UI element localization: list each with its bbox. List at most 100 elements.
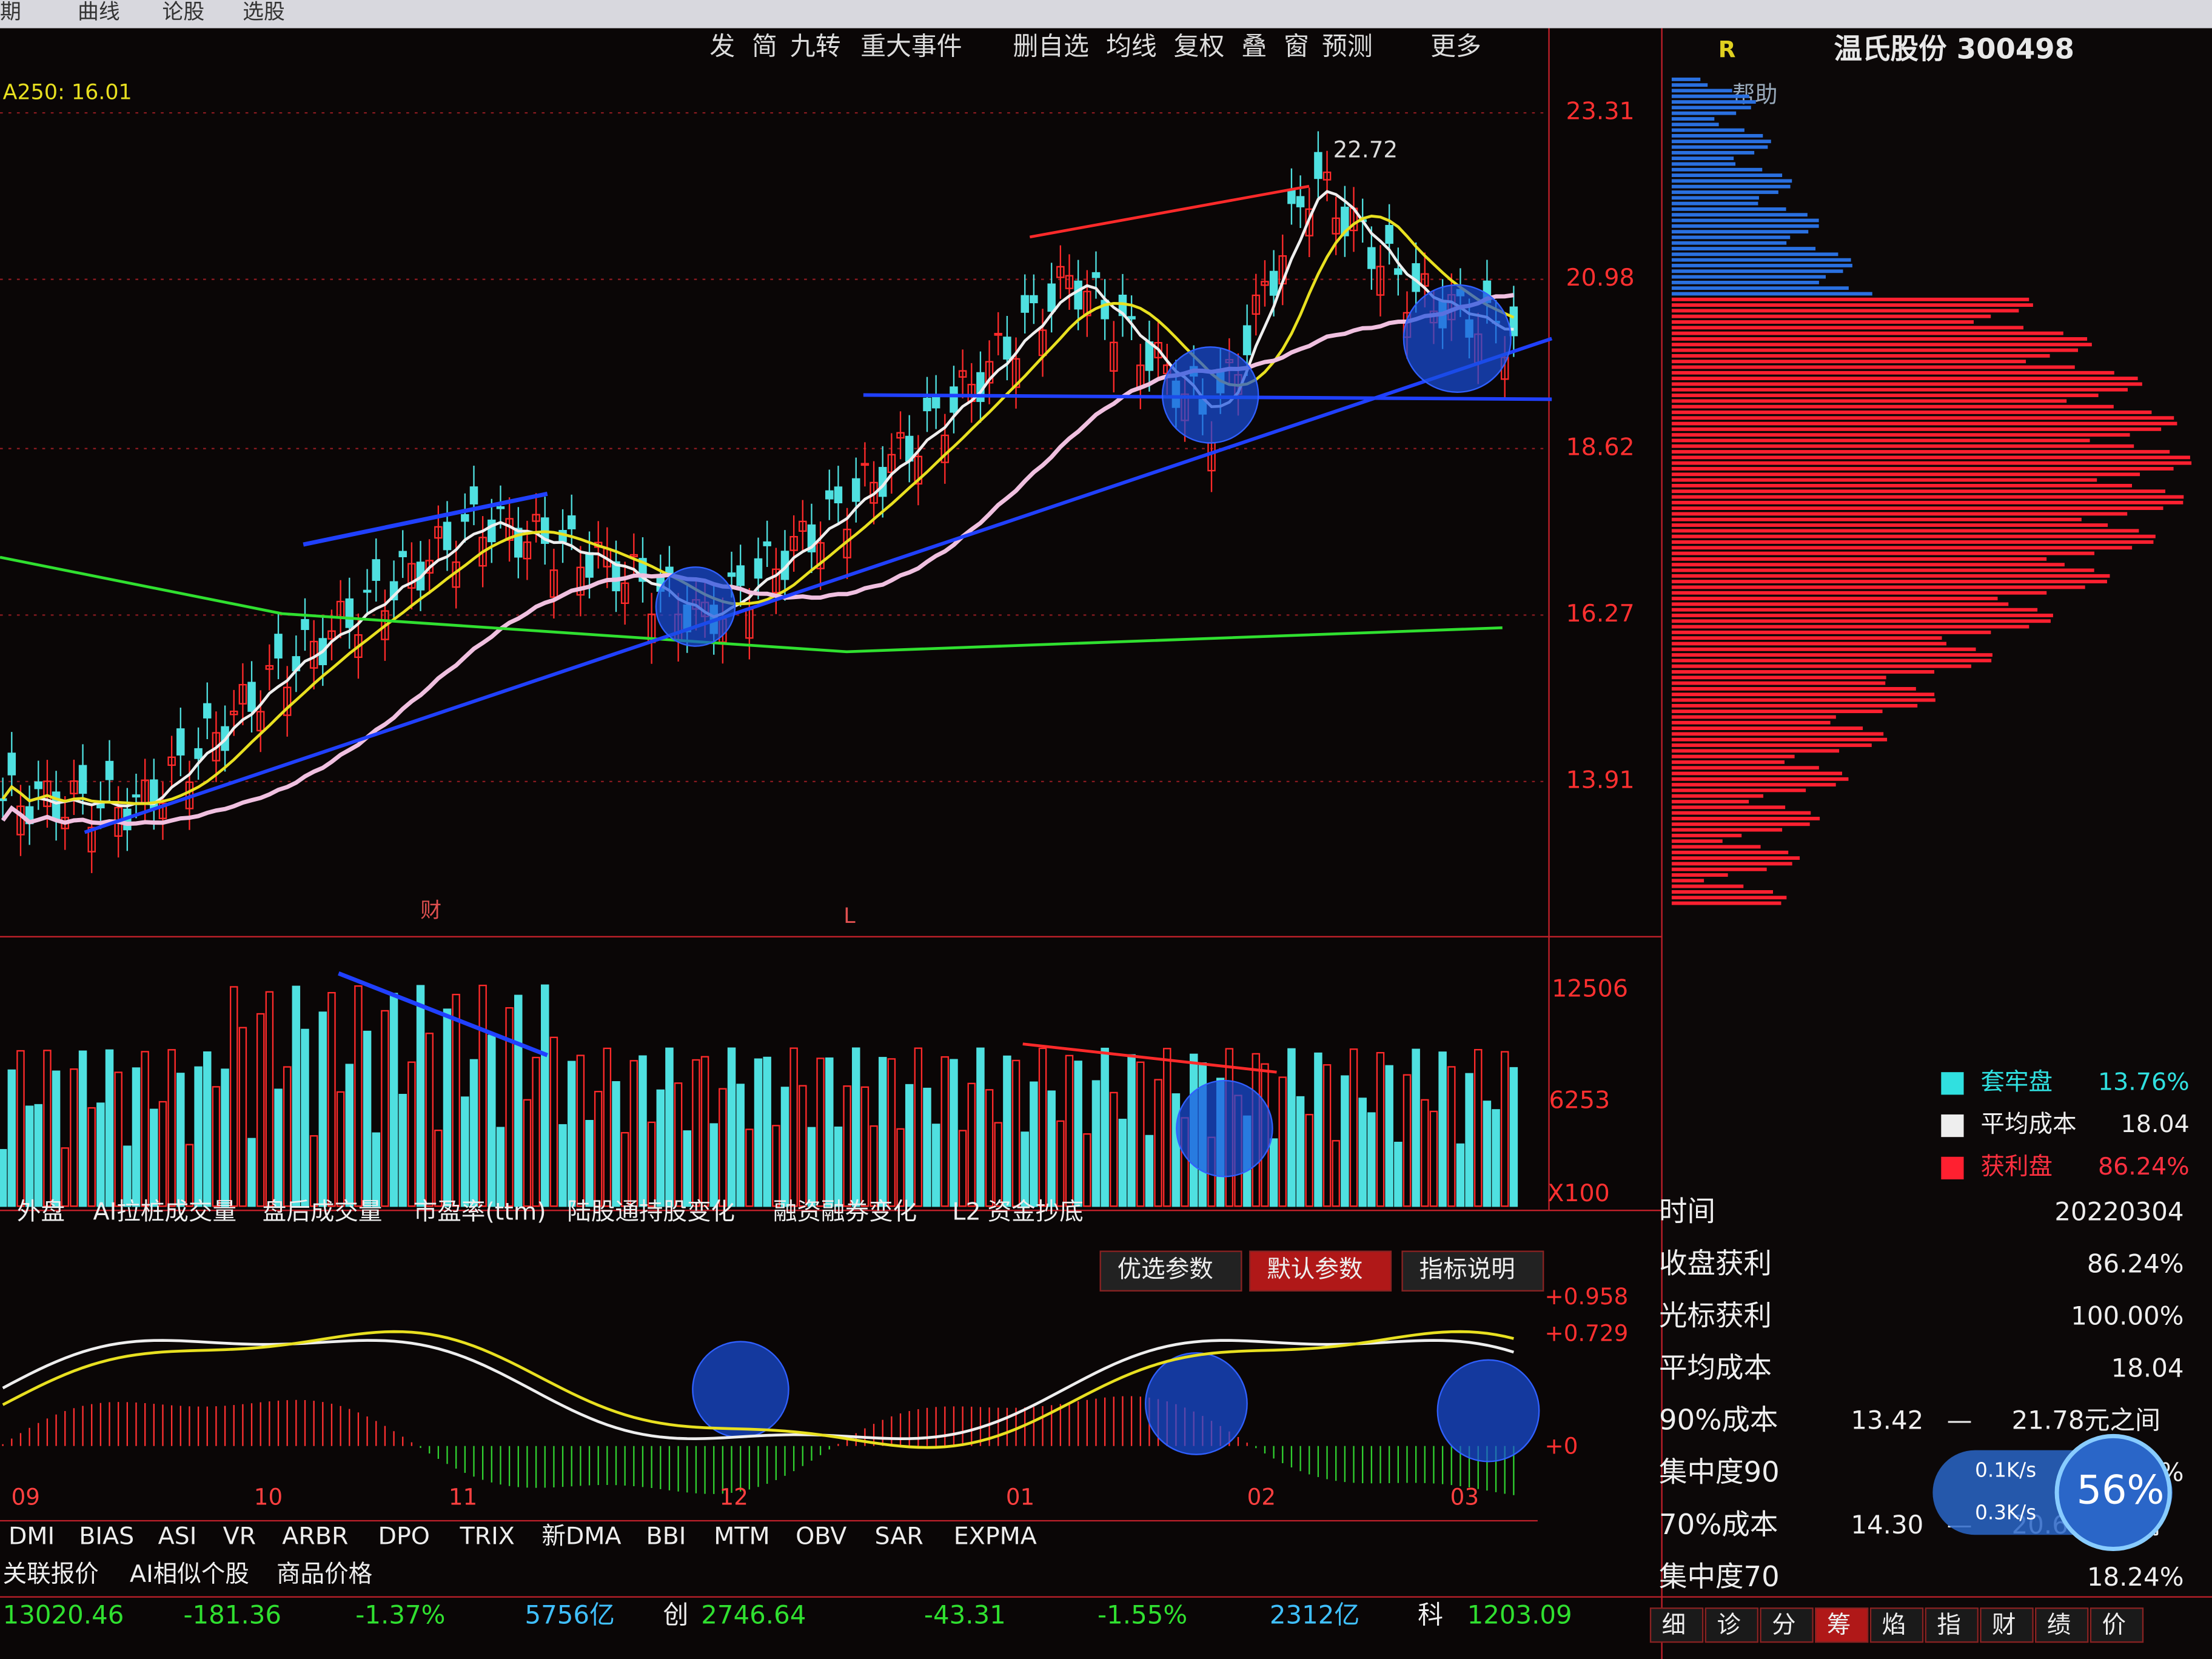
indicator-tab[interactable]: OBV (796, 1522, 846, 1550)
chip-bar (1671, 162, 1736, 166)
chip-bar (1671, 167, 1763, 172)
chip-bar (1671, 788, 1806, 793)
toolbar-button[interactable]: 发 (709, 32, 735, 61)
chip-bar (1671, 241, 1787, 245)
chip-bar (1671, 703, 1918, 708)
indicator-tab[interactable]: 新DMA (541, 1522, 621, 1550)
side-tab[interactable] (1815, 1607, 1869, 1643)
candle (985, 361, 994, 384)
volume-bar (496, 1127, 505, 1207)
volume-bar (398, 1094, 407, 1207)
chip-bar (1671, 551, 2095, 555)
tab[interactable]: L2 (952, 1198, 980, 1225)
bottom-tab[interactable]: 商品价格 (276, 1560, 372, 1588)
chip-bar (1671, 461, 2192, 465)
toolbar-button[interactable]: 重大事件 (860, 32, 962, 61)
indicator-tab[interactable]: EXPMA (954, 1522, 1037, 1550)
macd-tick-label: +0 (1545, 1433, 1578, 1460)
volume-bar (1101, 1047, 1109, 1207)
menu-item[interactable]: 选股 (243, 0, 285, 24)
tab[interactable]: 盘后成交量 (263, 1198, 383, 1225)
ma-line (0, 555, 1503, 654)
chip-bar (1671, 207, 1786, 211)
chip-bar (1671, 805, 1786, 809)
volume-bar (345, 1064, 354, 1207)
chip-bar (1671, 382, 2142, 386)
indicator-tab[interactable]: TRIX (459, 1522, 514, 1550)
chip-bar (1671, 597, 1998, 600)
side-tab-label[interactable]: 细 (1662, 1611, 1686, 1639)
menu-item[interactable]: 论股 (163, 0, 205, 24)
button-label[interactable]: 默认参数 (1267, 1256, 1362, 1284)
side-tab-label[interactable]: 指 (1937, 1611, 1961, 1639)
toolbar-button[interactable]: 叠 (1241, 32, 1267, 61)
tab[interactable]: 融资融券变化 (773, 1198, 917, 1225)
side-tab-label[interactable]: 筹 (1827, 1611, 1851, 1639)
indicator-tab[interactable]: MTM (714, 1522, 769, 1550)
toolbar-button[interactable]: 更多 (1430, 32, 1481, 61)
side-tab[interactable] (1869, 1607, 1924, 1643)
candle (398, 551, 407, 557)
button[interactable] (1099, 1250, 1242, 1292)
indicator-tab[interactable]: DPO (378, 1522, 430, 1550)
bottom-tab[interactable]: AI相似个股 (130, 1560, 249, 1588)
side-tab[interactable] (1980, 1607, 2034, 1643)
chip-bar (1671, 213, 1808, 217)
button-label[interactable]: 指标说明 (1419, 1256, 1515, 1284)
side-tab-label[interactable]: 价 (2102, 1611, 2127, 1639)
volume-bar (425, 1033, 434, 1207)
side-tab[interactable] (2090, 1607, 2144, 1643)
button[interactable] (1401, 1250, 1544, 1292)
side-tab-label[interactable]: 焰 (1882, 1611, 1906, 1639)
chip-bar (1671, 653, 1992, 657)
toolbar-button[interactable]: 复权 (1174, 32, 1225, 61)
volume-bar (1429, 1110, 1438, 1207)
candle (425, 560, 434, 574)
tab[interactable]: 市盈率(ttm) (414, 1198, 546, 1225)
toolbar-button[interactable]: 均线 (1106, 32, 1157, 61)
volume-bar (1492, 1109, 1500, 1207)
toolbar-button[interactable]: 九转 (790, 32, 841, 61)
indicator-tab[interactable]: BBI (646, 1522, 686, 1550)
side-tab[interactable] (1649, 1607, 1704, 1643)
tab[interactable]: 陆股通持股变化 (567, 1198, 735, 1225)
info-label: 光标获利 (1659, 1299, 1772, 1332)
indicator-tab[interactable]: ARBR (282, 1522, 348, 1550)
indicator-tab[interactable]: BIAS (79, 1522, 134, 1550)
indicator-tab[interactable]: ASI (158, 1522, 197, 1550)
toolbar-button[interactable]: 简 (752, 32, 777, 61)
chip-bar (1671, 179, 1792, 183)
help[interactable]: 帮助 (1732, 81, 1777, 108)
toolbar-button[interactable]: 删自选 (1013, 32, 1089, 61)
candle (1145, 341, 1154, 371)
side-tab-label[interactable]: 分 (1772, 1611, 1796, 1639)
side-tab-label[interactable]: 绩 (2047, 1611, 2071, 1639)
menu-item[interactable]: 曲线 (78, 0, 120, 24)
button[interactable] (1249, 1250, 1392, 1292)
side-tab[interactable] (1704, 1607, 1759, 1643)
side-tab[interactable] (1760, 1607, 1814, 1643)
ticker-value: 5756亿 (525, 1600, 614, 1630)
indicator-tab[interactable]: SAR (874, 1522, 923, 1550)
candle (1083, 290, 1091, 317)
indicator-tab[interactable]: VR (223, 1522, 256, 1550)
month-label: 10 (254, 1483, 283, 1510)
tab[interactable]: 外盘 (17, 1198, 65, 1225)
bottom-tab[interactable]: 关联报价 (3, 1560, 99, 1588)
button-label[interactable]: 优选参数 (1118, 1256, 1213, 1284)
toolbar-button[interactable]: 窗 (1284, 32, 1309, 61)
volume-bar (283, 1066, 292, 1207)
chip-bar (1671, 495, 2184, 499)
side-tab-label[interactable]: 诊 (1717, 1611, 1741, 1639)
legend-swatch (1941, 1114, 1964, 1138)
side-tab[interactable] (2035, 1607, 2089, 1643)
volume-bar (1385, 1065, 1393, 1207)
menu-item[interactable]: 期 (0, 0, 21, 24)
toolbar-button[interactable]: 预测 (1322, 32, 1373, 61)
side-tab-label[interactable]: 财 (1992, 1611, 2016, 1639)
side-tab[interactable] (1925, 1607, 1979, 1643)
volume-bar (318, 1011, 327, 1207)
indicator-tab[interactable]: DMI (8, 1522, 55, 1550)
tab[interactable]: AI拉桩成交量 (93, 1198, 236, 1225)
tab[interactable]: 资金抄底 (988, 1198, 1084, 1225)
